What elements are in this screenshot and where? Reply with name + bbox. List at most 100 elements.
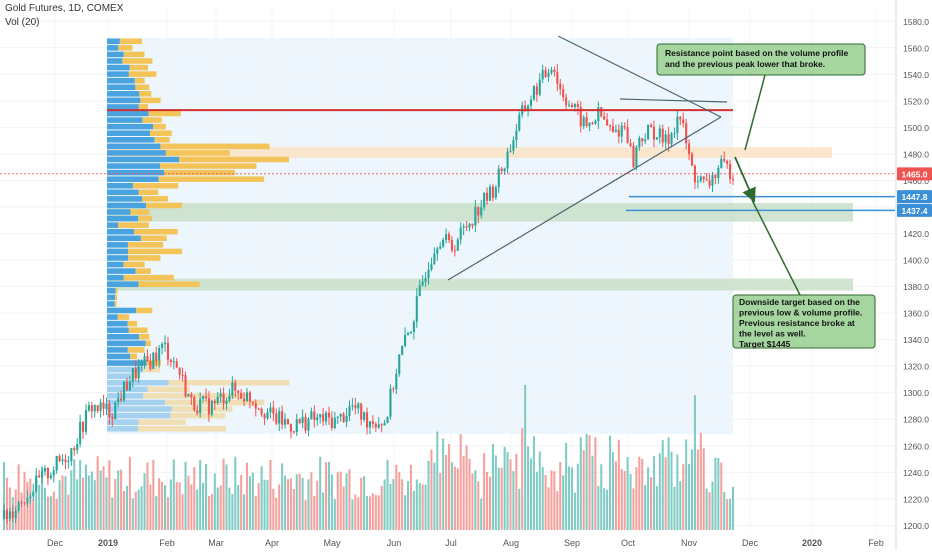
profile-bar-up [107, 274, 124, 281]
candle-body [418, 285, 421, 297]
volume-bar [629, 473, 632, 530]
volume-bar [477, 481, 480, 530]
candle-body [114, 402, 117, 420]
volume-bar [58, 480, 61, 530]
profile-bar-up [107, 91, 140, 97]
profile-bar-down [115, 294, 118, 301]
candle-body [67, 461, 70, 463]
candle-body [576, 104, 579, 107]
volume-bar [409, 464, 412, 530]
volume-bar [17, 464, 20, 530]
candle-body [41, 471, 44, 478]
volume-bar [298, 473, 301, 530]
volume-bar [702, 448, 705, 530]
volume-bar [418, 483, 421, 530]
profile-bar-down [138, 419, 186, 425]
volume-bar [568, 466, 571, 530]
volume-bar [325, 462, 328, 530]
candle-body [682, 119, 685, 124]
volume-bar [497, 467, 500, 530]
volume-bar [84, 464, 88, 530]
volume-bar [550, 470, 553, 530]
profile-bar-up [107, 215, 139, 222]
volume-bar [433, 462, 436, 530]
target-note-box [732, 294, 876, 349]
volume-bar [535, 471, 538, 530]
candle-body [726, 160, 729, 164]
profile-bar-down [134, 77, 145, 84]
profile-bar-down [136, 307, 153, 314]
profile-bar-up [107, 425, 138, 432]
candle-body [17, 502, 20, 512]
volume-bar [187, 475, 190, 530]
upper-trend-line [557, 35, 722, 118]
candle-body [46, 468, 49, 479]
candle-body [688, 143, 691, 155]
candle-body [693, 165, 696, 183]
candle-body [562, 89, 565, 98]
candle-body [617, 129, 620, 137]
volume-bar [82, 477, 85, 530]
volume-bar [178, 482, 181, 530]
candle-body [55, 455, 58, 471]
candle-body [614, 129, 617, 132]
profile-bar-down [128, 71, 157, 77]
candle-body [661, 128, 664, 143]
volume-bar [90, 471, 93, 530]
volume-bar [638, 456, 641, 530]
candle-body [286, 419, 290, 424]
candle-body [445, 233, 448, 240]
candle-body [415, 296, 418, 322]
volume-bar [450, 462, 453, 530]
candle-body [673, 133, 676, 135]
volume-bar [333, 499, 336, 530]
candle-body [272, 407, 275, 414]
candle-body [450, 240, 453, 251]
candle-body [202, 396, 205, 399]
candle-body [161, 344, 164, 348]
candle-body [152, 352, 155, 369]
candle-body [284, 419, 287, 425]
candle-body [289, 423, 292, 432]
candle-body [611, 126, 615, 132]
candle-body [644, 139, 647, 142]
candle-body [310, 411, 313, 419]
volume-bar [541, 466, 544, 530]
candle-body [245, 392, 249, 402]
candle-body [108, 403, 111, 418]
candle-body [243, 398, 246, 402]
volume-bar [649, 477, 653, 530]
profile-bar-up [107, 288, 116, 294]
profile-bar-down [168, 379, 290, 386]
volume-bar [266, 480, 269, 530]
candle-body [187, 394, 190, 397]
candle-body [676, 116, 679, 134]
profile-bar-up [107, 327, 129, 333]
volume-bar [55, 498, 58, 530]
volume-bar [401, 479, 404, 530]
profile-bar-down [154, 137, 170, 143]
candle-body [330, 417, 333, 428]
volume-bar [547, 487, 550, 530]
volume-bar [661, 439, 664, 530]
volume-bar [339, 471, 342, 530]
candle-body [348, 406, 351, 416]
volume-bar [240, 474, 243, 530]
volume-bar [614, 461, 617, 530]
profile-bar-up [107, 406, 172, 412]
volume-bar [620, 469, 623, 530]
candle-body [506, 151, 509, 169]
volume-bar [723, 492, 726, 530]
candle-body [711, 175, 714, 186]
candle-body [524, 105, 527, 112]
volume-bar [245, 462, 249, 530]
volume-bar [717, 458, 720, 530]
profile-bar-down [119, 38, 142, 45]
candle-body [131, 368, 134, 382]
volume-bar [155, 496, 158, 530]
volume-bar [544, 475, 547, 530]
candle-body [260, 408, 263, 415]
candle-body [509, 150, 512, 152]
volume-bar [380, 485, 383, 530]
